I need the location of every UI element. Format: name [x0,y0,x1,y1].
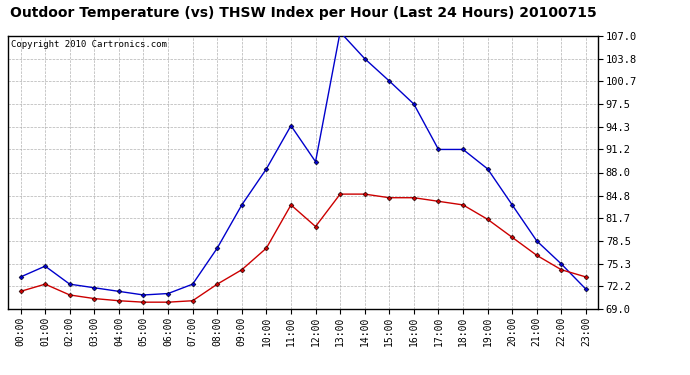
Text: Outdoor Temperature (vs) THSW Index per Hour (Last 24 Hours) 20100715: Outdoor Temperature (vs) THSW Index per … [10,6,597,20]
Text: Copyright 2010 Cartronics.com: Copyright 2010 Cartronics.com [11,40,167,49]
